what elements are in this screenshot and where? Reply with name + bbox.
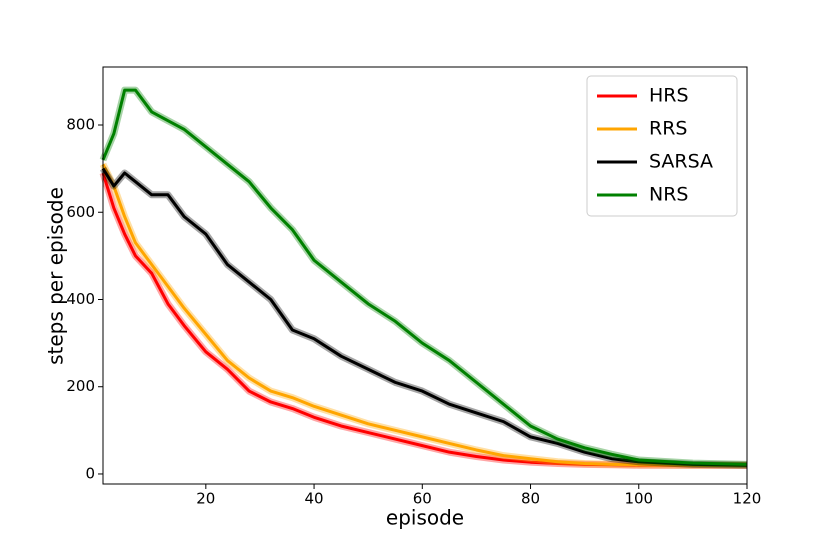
series-band	[99, 171, 747, 469]
series-line	[101, 163, 747, 467]
x-tick-label: 20	[196, 490, 215, 508]
legend-label: RRS	[649, 118, 687, 140]
series-line	[101, 172, 747, 467]
y-tick-label: 400	[66, 290, 95, 308]
legend-label: NRS	[649, 184, 688, 206]
y-tick-label: 600	[66, 203, 95, 221]
y-tick-label: 200	[66, 377, 95, 395]
x-tick-label: 120	[733, 490, 762, 508]
series-line	[101, 167, 748, 467]
legend-label: SARSA	[649, 151, 713, 173]
series-line	[101, 88, 748, 466]
y-tick-label: 0	[85, 464, 95, 482]
plot-frame	[102, 66, 748, 485]
x-tick-label: 60	[413, 490, 432, 508]
y-tick-label: 800	[66, 116, 95, 134]
x-axis-label: episode	[386, 506, 464, 530]
x-tick-label: 100	[624, 490, 653, 508]
legend-box	[586, 75, 738, 217]
legend-label: HRS	[649, 85, 689, 107]
x-tick-label: 40	[305, 490, 324, 508]
x-tick-label: 80	[521, 490, 540, 508]
y-axis-label: steps per episode	[44, 187, 68, 365]
